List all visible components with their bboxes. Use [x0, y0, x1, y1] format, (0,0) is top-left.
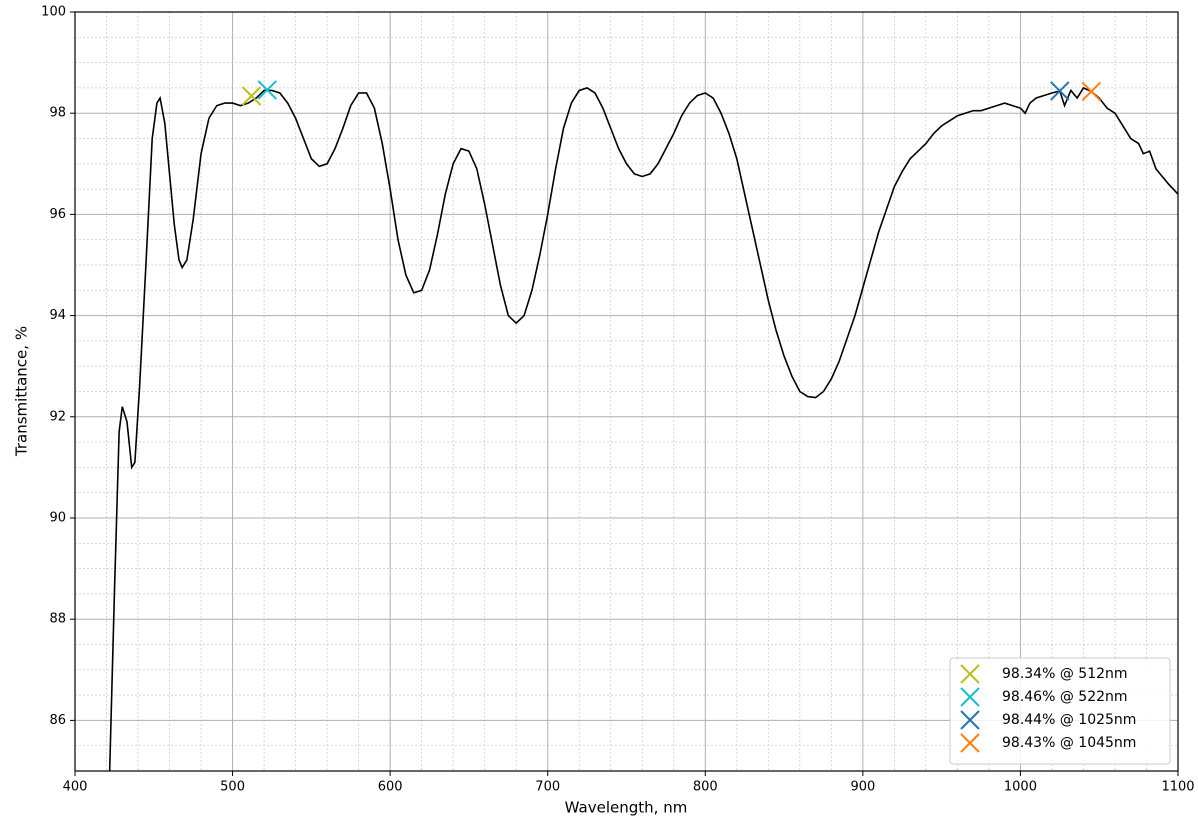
axes-frame	[74, 11, 1179, 772]
x-tick-label: 600	[378, 780, 403, 795]
peak-marker	[257, 80, 277, 100]
plot-area	[108, 80, 1178, 771]
x-axis-label: Wavelength, nm	[565, 799, 688, 817]
y-axis-label: Transmittance, %	[13, 326, 31, 457]
cross-stroke	[960, 733, 980, 753]
peak-marker	[241, 86, 262, 106]
y-tick-label: 88	[49, 612, 66, 627]
legend-box	[949, 657, 1171, 765]
cross-stroke	[960, 710, 980, 730]
legend-label: 98.43% @ 1045nm	[1002, 735, 1136, 751]
x-tick-label: 800	[693, 780, 718, 795]
legend-label: 98.46% @ 522nm	[1002, 689, 1128, 705]
grid	[74, 11, 1179, 771]
x-tick-label: 1100	[1161, 780, 1194, 795]
legend-marker	[960, 733, 980, 753]
legend: 98.34% @ 512nm 98.46% @ 522nm 98.44% @ 102…	[949, 657, 1171, 765]
y-tick-label: 98	[49, 106, 66, 121]
legend-label: 98.34% @ 512nm	[1002, 666, 1128, 682]
legend-marker	[960, 687, 980, 707]
cross-stroke	[257, 80, 277, 100]
cross-stroke	[1050, 81, 1070, 101]
y-tick-label: 94	[49, 308, 66, 323]
x-tick-label: 400	[63, 780, 88, 795]
y-tick-label: 92	[49, 409, 66, 424]
x-tick-label: 900	[850, 780, 875, 795]
peak-marker	[1050, 81, 1070, 101]
y-tick-label: 90	[49, 511, 66, 526]
legend-label: 98.44% @ 1025nm	[1002, 712, 1136, 728]
legend-marker	[960, 664, 980, 684]
cross-stroke	[241, 86, 262, 106]
peak-marker	[1081, 81, 1102, 102]
y-tick-label: 96	[49, 207, 66, 222]
x-tick-label: 500	[220, 780, 245, 795]
y-tick-label: 86	[49, 713, 66, 728]
cross-stroke	[960, 664, 980, 684]
cross-stroke	[1081, 81, 1102, 102]
x-tick-label: 700	[535, 780, 560, 795]
y-tick-label: 100	[41, 5, 66, 20]
x-tick-label: 1000	[1004, 780, 1037, 795]
cross-stroke	[960, 687, 980, 707]
legend-marker	[960, 710, 980, 730]
